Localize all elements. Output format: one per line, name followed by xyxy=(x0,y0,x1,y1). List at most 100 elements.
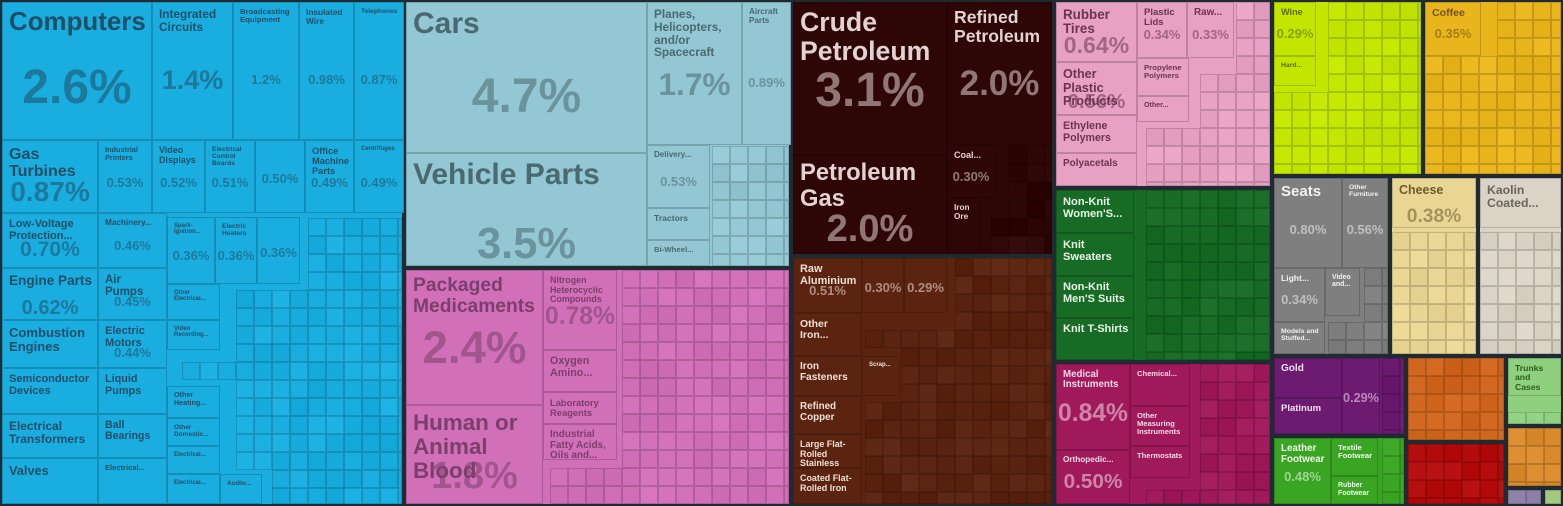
treemap-cell-label: Telephones xyxy=(361,8,398,15)
treemap-cell[interactable]: Seats 0.80% xyxy=(1274,178,1342,268)
treemap-cell[interactable]: Raw Aluminium 0.51% xyxy=(793,258,862,313)
treemap-cell[interactable]: Textile Footwear xyxy=(1331,438,1378,476)
treemap-cell[interactable]: Electrical... xyxy=(167,474,220,504)
treemap-cell[interactable]: Trunks and Cases xyxy=(1508,358,1561,396)
treemap-cell[interactable]: Electric Motors 0.44% xyxy=(98,320,167,368)
treemap-cell[interactable]: Electrical... xyxy=(98,458,167,504)
treemap-cell[interactable]: Leather Footwear 0.48% xyxy=(1274,438,1331,504)
treemap-cell[interactable]: Combustion Engines xyxy=(2,320,98,368)
treemap-cell[interactable]: 0.29% xyxy=(904,258,947,313)
treemap-cell[interactable]: Wine 0.29% xyxy=(1274,2,1316,56)
treemap-cell[interactable]: Broadcasting Equipment 1.2% xyxy=(233,2,299,140)
treemap-cell[interactable]: Liquid Pumps xyxy=(98,368,167,414)
treemap-cell[interactable]: Video Displays 0.52% xyxy=(152,140,205,213)
treemap-cell[interactable]: Hard... xyxy=(1274,56,1316,86)
treemap-cell[interactable]: Tractors xyxy=(647,208,710,240)
treemap-cell[interactable]: Large Flat-Rolled Stainless Steel xyxy=(793,434,862,468)
treemap-cell[interactable]: Low-Voltage Protection... 0.70% xyxy=(2,213,98,268)
treemap-cell[interactable]: Semiconductor Devices xyxy=(2,368,98,414)
treemap-cell[interactable]: Computers 2.6% xyxy=(2,2,152,140)
treemap-cell[interactable]: Nitrogen Heterocyclic Compounds 0.78% xyxy=(543,270,617,350)
treemap-cell[interactable]: Human or Animal Blood 1.8% xyxy=(406,405,543,504)
treemap-cell[interactable]: Other Furniture 0.56% xyxy=(1342,178,1388,268)
treemap-cell[interactable]: Knit T-Shirts xyxy=(1056,318,1134,360)
treemap-cell[interactable]: Petroleum Gas 2.0% xyxy=(793,155,947,254)
treemap-cell[interactable]: Gold xyxy=(1274,358,1342,398)
treemap-cell[interactable]: Machinery... 0.46% xyxy=(98,213,167,268)
treemap-cell[interactable]: Air Pumps 0.45% xyxy=(98,268,167,320)
treemap-cell[interactable]: Plastic Lids 0.34% xyxy=(1137,2,1187,58)
treemap-cell[interactable]: Non-Knit Men'S Suits xyxy=(1056,276,1134,318)
treemap-cell[interactable]: Electrical... xyxy=(167,446,220,474)
treemap-cell[interactable]: Chemical... xyxy=(1130,364,1190,406)
treemap-cell[interactable]: Valves xyxy=(2,458,98,504)
treemap-cell[interactable]: Vehicle Parts 3.5% xyxy=(406,153,647,266)
treemap-cell[interactable]: Coffee 0.35% xyxy=(1425,2,1481,56)
treemap-cell[interactable]: Electrical Transformers xyxy=(2,414,98,458)
treemap-cell[interactable]: Coal... 0.30% xyxy=(947,145,995,198)
treemap-cell[interactable]: Polyacetals xyxy=(1056,153,1137,186)
treemap-cell[interactable]: Other... xyxy=(1137,96,1189,122)
treemap-cell[interactable]: Refined Copper xyxy=(793,396,862,434)
treemap-cell[interactable]: Packaged Medicaments 2.4% xyxy=(406,270,543,405)
treemap-cell[interactable]: Raw... 0.33% xyxy=(1187,2,1234,58)
treemap-cell[interactable]: Bi-Wheel... xyxy=(647,240,710,266)
treemap-cell[interactable]: Video Recording... xyxy=(167,320,220,350)
treemap-cell[interactable]: Aircraft Parts 0.89% xyxy=(742,2,791,145)
treemap-cell[interactable]: 0.36% xyxy=(257,217,300,284)
treemap-cell[interactable]: Other Measuring Instruments xyxy=(1130,406,1190,446)
treemap-cell[interactable]: Electric Heaters 0.36% xyxy=(215,217,257,284)
treemap-cell[interactable]: Models and Stuffed... xyxy=(1274,322,1325,354)
treemap-cell[interactable]: Rubber Tires 0.64% xyxy=(1056,2,1137,62)
treemap-cell[interactable]: Integrated Circuits 1.4% xyxy=(152,2,233,140)
treemap-cell[interactable]: 0.29% xyxy=(1342,358,1380,434)
treemap-minor-cell xyxy=(1444,480,1462,498)
treemap-cell[interactable]: Insulated Wire 0.98% xyxy=(299,2,354,140)
treemap-cell[interactable]: Other Domestic... xyxy=(167,418,220,446)
treemap-cell[interactable]: Light... 0.34% xyxy=(1274,268,1325,322)
treemap-cell[interactable]: Knit Sweaters xyxy=(1056,233,1134,276)
treemap-cell[interactable]: Propylene Polymers xyxy=(1137,58,1189,96)
treemap-cell[interactable]: Audio... xyxy=(220,474,262,504)
treemap-cell[interactable]: Non-Knit Women'S... xyxy=(1056,190,1134,233)
treemap-cell[interactable]: Other Heating... xyxy=(167,386,220,418)
treemap-cell[interactable]: Other Iron... xyxy=(793,313,862,356)
treemap-cell[interactable]: Ball Bearings xyxy=(98,414,167,458)
treemap-cell[interactable]: Gas Turbines 0.87% xyxy=(2,140,98,213)
treemap-cell[interactable]: Cheese 0.38% xyxy=(1392,178,1476,228)
treemap-cell[interactable]: Orthopedic... 0.50% xyxy=(1056,450,1130,504)
treemap-cell[interactable]: Engine Parts 0.62% xyxy=(2,268,98,320)
treemap-cell[interactable]: Scrap... xyxy=(862,356,900,396)
treemap-cell[interactable]: Cars 4.7% xyxy=(406,2,647,153)
treemap-cell[interactable]: Iron Ore xyxy=(947,198,980,254)
treemap-cell[interactable]: Rubber Footwear xyxy=(1331,476,1378,504)
treemap-minor-cell xyxy=(1328,56,1346,74)
treemap-cell[interactable]: Industrial Fatty Acids, Oils and... xyxy=(543,424,617,460)
treemap-cell[interactable]: Planes, Helicopters, and/or Spacecraft 1.… xyxy=(647,2,742,145)
treemap-minor-cell xyxy=(1551,20,1561,38)
treemap-cell[interactable]: Oxygen Amino... xyxy=(543,350,617,392)
treemap-cell[interactable]: Platinum xyxy=(1274,398,1342,434)
treemap-cell[interactable]: Laboratory Reagents xyxy=(543,392,617,424)
treemap-cell[interactable]: Telephones 0.87% xyxy=(354,2,404,140)
treemap-cell[interactable]: Spark-Ignition... 0.36% xyxy=(167,217,215,284)
treemap-cell[interactable]: Iron Fasteners xyxy=(793,356,862,396)
treemap-cell[interactable]: Other Plastic Products 0.56% xyxy=(1056,62,1137,115)
treemap-cell[interactable]: Medical Instruments 0.84% xyxy=(1056,364,1130,450)
treemap-cell[interactable]: 0.50% xyxy=(255,140,305,213)
treemap-cell[interactable]: Centrifuges 0.49% xyxy=(354,140,404,213)
treemap-cell[interactable]: Delivery... 0.53% xyxy=(647,145,710,208)
treemap-cell[interactable]: Video and... xyxy=(1325,268,1360,316)
treemap-cell[interactable]: 0.30% xyxy=(862,258,904,313)
treemap-cell[interactable]: Refined Petroleum 2.0% xyxy=(947,2,1052,145)
treemap-cell[interactable]: Electrical Control Boards 0.51% xyxy=(205,140,255,213)
treemap-cell[interactable]: Ethylene Polymers xyxy=(1056,115,1137,153)
treemap-cell[interactable]: Industrial Printers 0.53% xyxy=(98,140,152,213)
treemap-cell[interactable]: Thermostats xyxy=(1130,446,1190,478)
treemap-cell[interactable]: Office Machine Parts 0.49% xyxy=(305,140,354,213)
treemap-minor-cell xyxy=(865,456,883,474)
treemap-cell[interactable]: Coated Flat-Rolled Iron xyxy=(793,468,862,504)
treemap-cell[interactable]: Crude Petroleum 3.1% xyxy=(793,2,947,155)
treemap-cell[interactable]: Other Electrical... xyxy=(167,284,220,320)
treemap-cell[interactable]: Kaolin Coated... xyxy=(1480,178,1561,228)
